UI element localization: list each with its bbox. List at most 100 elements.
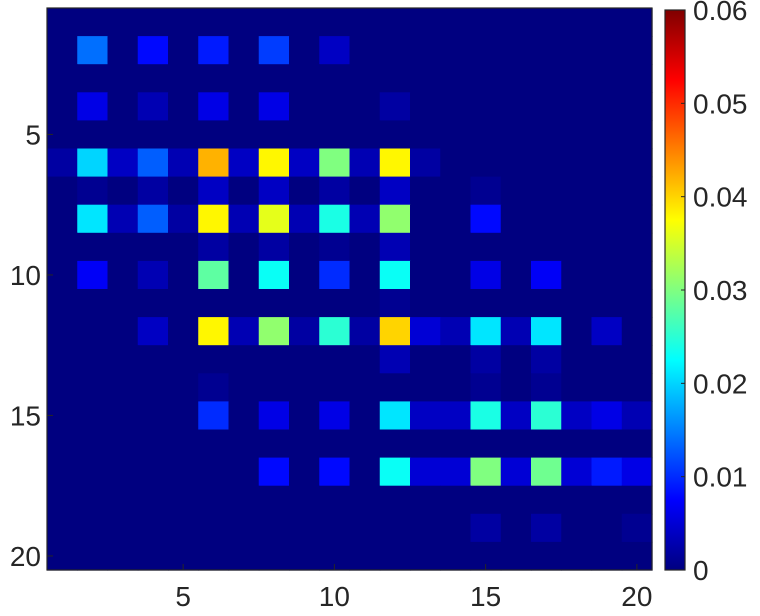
heatmap-cell [289,317,320,346]
heatmap-cell [591,92,623,121]
heatmap-cell [621,485,653,515]
heatmap-cell [591,485,623,515]
heatmap-cell [47,36,78,65]
heatmap-cell [531,232,562,262]
heatmap-cell [561,204,593,234]
heatmap-cell [77,148,109,178]
heatmap-cell [500,92,532,121]
heatmap-cell [379,373,411,402]
heatmap-cell [531,8,562,37]
heatmap-cell [137,401,169,431]
heatmap-cell [531,204,562,234]
heatmap-cell [410,64,441,93]
heatmap-cell [319,8,351,37]
colorbar-tick-label: 0.05 [693,88,748,119]
heatmap-cell [258,232,290,262]
colorbar-tick-label: 0.01 [693,462,748,493]
heatmap-cell [258,260,290,290]
heatmap-cell [319,429,351,459]
heatmap-cell [440,373,472,402]
heatmap-cell [470,260,502,290]
heatmap-cell [410,513,441,543]
heatmap-cell [107,401,139,431]
heatmap-cell [349,92,381,121]
heatmap-cell [107,345,139,374]
heatmap-cell [531,36,562,65]
heatmap-cell [621,176,653,206]
heatmap-cell [379,345,411,374]
heatmap-cell [77,8,109,37]
heatmap-cell [107,457,139,487]
heatmap-cell [349,457,381,487]
heatmap-cell [198,457,230,487]
heatmap-cell [137,176,169,206]
heatmap-cell [379,232,411,262]
heatmap-cell [107,120,139,150]
heatmap-cell [198,373,230,402]
heatmap-cell [531,64,562,93]
heatmap-cell [198,401,230,431]
heatmap-cell [47,429,78,459]
heatmap-cell [349,513,381,543]
heatmap-cell [228,120,260,150]
colorbar [665,10,685,570]
heatmap-cell [289,232,320,262]
heatmap-cell [470,36,502,65]
heatmap-cell [591,120,623,150]
heatmap-cell [168,317,199,346]
heatmap-cell [440,120,472,150]
heatmap-cell [621,289,653,318]
heatmap-cell [440,401,472,431]
heatmap-cell [137,373,169,402]
colorbar-tick-label: 0.02 [693,368,748,399]
heatmap-cell [379,64,411,93]
heatmap-cell [168,373,199,402]
heatmap-cell [379,120,411,150]
heatmap-cell [319,204,351,234]
heatmap-cell [137,513,169,543]
heatmap-cell [137,457,169,487]
heatmap-cell [47,485,78,515]
heatmap-cell [137,232,169,262]
heatmap-cell [228,36,260,65]
heatmap-cell [500,64,532,93]
heatmap-cell [531,345,562,374]
heatmap-cell [349,541,381,571]
heatmap-cell [591,541,623,571]
heatmap-cell [258,92,290,121]
heatmap-cell [107,513,139,543]
heatmap-cell [198,36,230,65]
heatmap-cell [289,8,320,37]
heatmap-cell [621,36,653,65]
heatmap-cell [561,8,593,37]
heatmap-cell [198,64,230,93]
heatmap-cell [500,120,532,150]
heatmap-cell [77,485,109,515]
heatmap-cell [470,457,502,487]
heatmap-cell [349,64,381,93]
heatmap-cell [591,401,623,431]
heatmap-cell [379,204,411,234]
heatmap-cell [500,541,532,571]
heatmap-cell [500,345,532,374]
x-tick-label: 5 [175,581,191,612]
heatmap-cell [561,176,593,206]
heatmap-cell [561,541,593,571]
heatmap-cell [137,148,169,178]
heatmap-cell [47,8,78,37]
heatmap-cell [258,457,290,487]
heatmap-cell [591,457,623,487]
heatmap-cell [591,513,623,543]
heatmap-cells [47,8,653,571]
heatmap-cell [591,260,623,290]
heatmap-cell [561,260,593,290]
heatmap-cell [258,204,290,234]
heatmap-cell [410,148,441,178]
heatmap-cell [440,204,472,234]
heatmap-cell [258,401,290,431]
heatmap-cell [561,317,593,346]
heatmap-cell [379,317,411,346]
heatmap-cell [410,373,441,402]
heatmap-cell [107,64,139,93]
